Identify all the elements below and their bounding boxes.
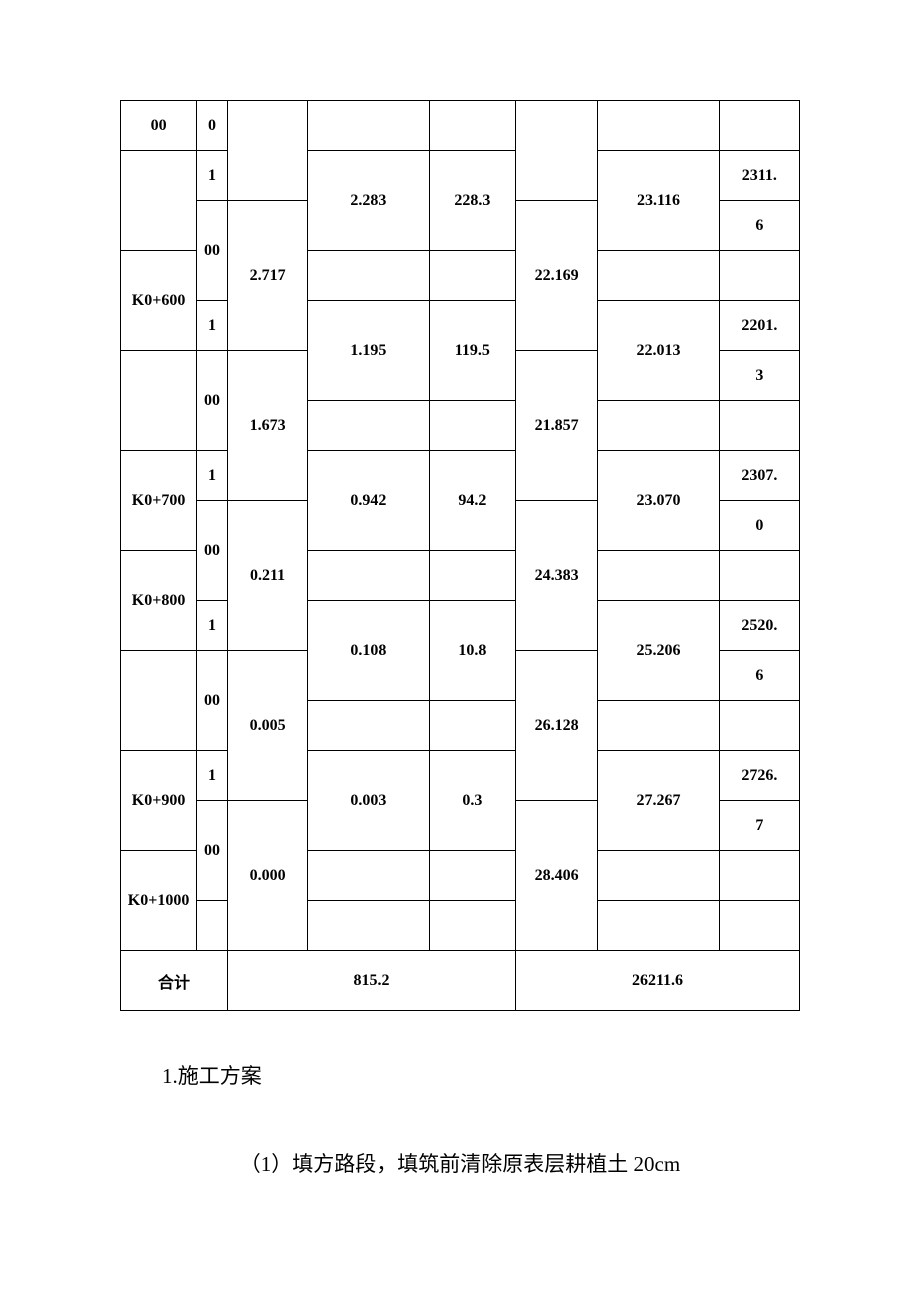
- cell: 00: [197, 351, 228, 451]
- cell: [516, 101, 598, 201]
- cell: [429, 851, 515, 901]
- cell: [429, 701, 515, 751]
- cell: [227, 101, 307, 201]
- cell: 25.206: [598, 601, 719, 701]
- cell: [598, 701, 719, 751]
- sum-label: 合计: [121, 951, 228, 1011]
- cell: 24.383: [516, 501, 598, 651]
- cell: [719, 551, 799, 601]
- cell: 0.000: [227, 801, 307, 951]
- cell: 23.116: [598, 151, 719, 251]
- cell: 0.005: [227, 651, 307, 801]
- cell: 1: [197, 601, 228, 651]
- cell-station: K0+700: [121, 451, 197, 551]
- cell: 26.128: [516, 651, 598, 801]
- cell: 6: [719, 651, 799, 701]
- sum-left: 815.2: [227, 951, 515, 1011]
- cell: 1: [197, 151, 228, 201]
- cell-station: 00: [121, 101, 197, 151]
- cell: 2201.: [719, 301, 799, 351]
- cell: [308, 551, 429, 601]
- cell: [429, 251, 515, 301]
- cell: 0.3: [429, 751, 515, 851]
- cell: 7: [719, 801, 799, 851]
- cell: 1: [197, 751, 228, 801]
- cell: [429, 901, 515, 951]
- cell: [121, 151, 197, 251]
- cell: 00: [197, 801, 228, 901]
- cell: 94.2: [429, 451, 515, 551]
- cell: 22.169: [516, 201, 598, 351]
- cell: 1.195: [308, 301, 429, 401]
- cell: 0.108: [308, 601, 429, 701]
- cell: 2520.: [719, 601, 799, 651]
- cell: 00: [197, 651, 228, 751]
- cell: [598, 401, 719, 451]
- cell: 2307.: [719, 451, 799, 501]
- cell: [308, 701, 429, 751]
- cell: 0.211: [227, 501, 307, 651]
- cell: [429, 101, 515, 151]
- cell-station: K0+800: [121, 551, 197, 651]
- cell: 00: [197, 501, 228, 601]
- cell: 1.673: [227, 351, 307, 501]
- cell: 23.070: [598, 451, 719, 551]
- cell: 1: [197, 451, 228, 501]
- cell: [121, 351, 197, 451]
- cell: [719, 901, 799, 951]
- cell: [598, 251, 719, 301]
- cell: 3: [719, 351, 799, 401]
- cell: [719, 701, 799, 751]
- cell: [719, 101, 799, 151]
- cell: 0: [719, 501, 799, 551]
- cell: [197, 901, 228, 951]
- cell: [429, 401, 515, 451]
- cell: 10.8: [429, 601, 515, 701]
- cell-station: K0+1000: [121, 851, 197, 951]
- page: 00 0 1 2.283 228.3 23.116 2311. 00 2.717…: [0, 0, 920, 1270]
- cell: 21.857: [516, 351, 598, 501]
- cell: 2726.: [719, 751, 799, 801]
- cell: 228.3: [429, 151, 515, 251]
- cell: [598, 851, 719, 901]
- cell: 1: [197, 301, 228, 351]
- cell-station: K0+900: [121, 751, 197, 851]
- paragraph-1: 1.施工方案: [120, 1051, 800, 1101]
- cell: [719, 401, 799, 451]
- cell: [429, 551, 515, 601]
- cell: 22.013: [598, 301, 719, 401]
- paragraph-2: （1）填方路段，填筑前清除原表层耕植土 20cm: [120, 1139, 800, 1189]
- cell: 00: [197, 201, 228, 301]
- cell: [308, 851, 429, 901]
- cell: [121, 651, 197, 751]
- cell: 28.406: [516, 801, 598, 951]
- cell: 6: [719, 201, 799, 251]
- cell: [308, 901, 429, 951]
- cell: [719, 251, 799, 301]
- cell: [308, 251, 429, 301]
- cell: [719, 851, 799, 901]
- cell: [598, 101, 719, 151]
- cell: 2311.: [719, 151, 799, 201]
- earthwork-table: 00 0 1 2.283 228.3 23.116 2311. 00 2.717…: [120, 100, 800, 1011]
- cell: 0: [197, 101, 228, 151]
- cell: 119.5: [429, 301, 515, 401]
- sum-right: 26211.6: [516, 951, 800, 1011]
- cell: [598, 901, 719, 951]
- cell: [308, 101, 429, 151]
- cell-station: K0+600: [121, 251, 197, 351]
- cell: [598, 551, 719, 601]
- cell: 0.942: [308, 451, 429, 551]
- cell: 2.283: [308, 151, 429, 251]
- cell: [308, 401, 429, 451]
- cell: 2.717: [227, 201, 307, 351]
- cell: 27.267: [598, 751, 719, 851]
- cell: 0.003: [308, 751, 429, 851]
